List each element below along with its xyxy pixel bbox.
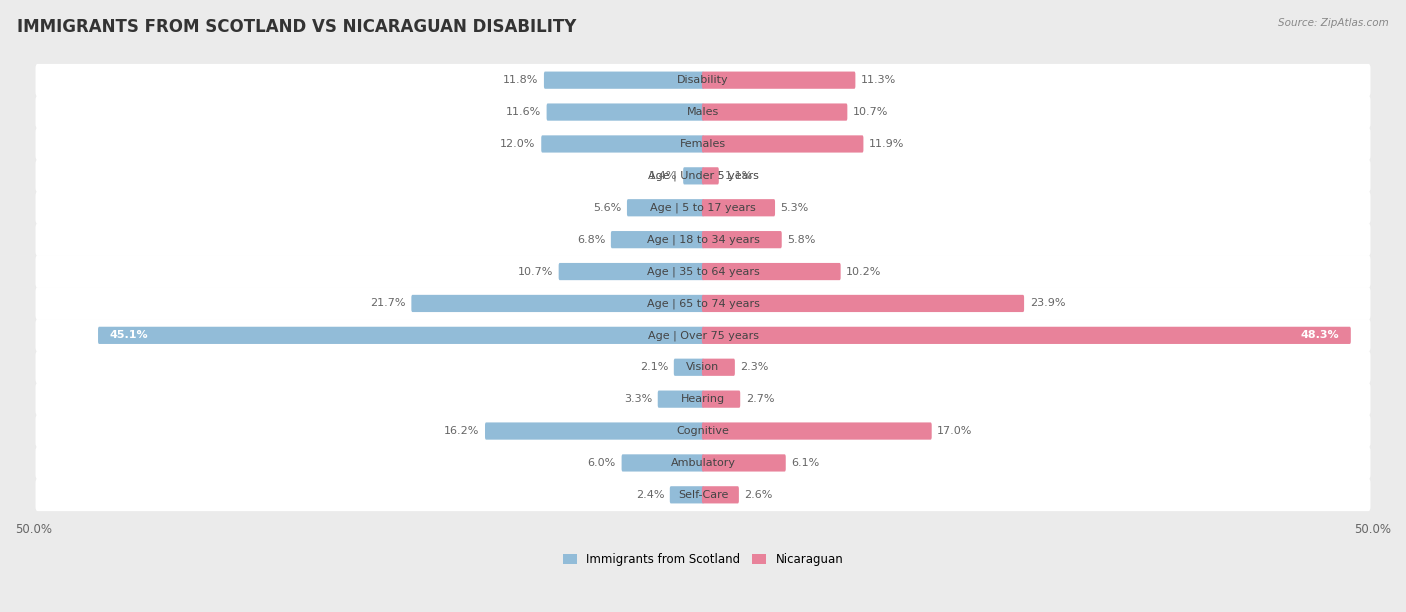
FancyBboxPatch shape	[547, 103, 704, 121]
Text: 16.2%: 16.2%	[444, 426, 479, 436]
Text: 2.3%: 2.3%	[741, 362, 769, 372]
FancyBboxPatch shape	[683, 167, 704, 184]
FancyBboxPatch shape	[35, 223, 1371, 256]
FancyBboxPatch shape	[702, 72, 855, 89]
Text: 12.0%: 12.0%	[501, 139, 536, 149]
FancyBboxPatch shape	[702, 295, 1024, 312]
Text: 2.4%: 2.4%	[636, 490, 664, 500]
Text: Self-Care: Self-Care	[678, 490, 728, 500]
FancyBboxPatch shape	[35, 64, 1371, 97]
FancyBboxPatch shape	[558, 263, 704, 280]
Text: Females: Females	[681, 139, 725, 149]
FancyBboxPatch shape	[702, 359, 735, 376]
Text: 10.7%: 10.7%	[853, 107, 889, 117]
FancyBboxPatch shape	[621, 454, 704, 472]
Text: Age | Over 75 years: Age | Over 75 years	[648, 330, 758, 341]
Text: 21.7%: 21.7%	[370, 299, 406, 308]
FancyBboxPatch shape	[702, 486, 740, 504]
FancyBboxPatch shape	[673, 359, 704, 376]
Text: 5.3%: 5.3%	[780, 203, 808, 213]
Text: 45.1%: 45.1%	[110, 330, 149, 340]
FancyBboxPatch shape	[610, 231, 704, 248]
FancyBboxPatch shape	[702, 390, 740, 408]
Text: 11.8%: 11.8%	[503, 75, 538, 85]
FancyBboxPatch shape	[627, 199, 704, 217]
FancyBboxPatch shape	[702, 263, 841, 280]
FancyBboxPatch shape	[412, 295, 704, 312]
Text: Males: Males	[688, 107, 718, 117]
Text: 2.7%: 2.7%	[745, 394, 775, 404]
Text: Age | 35 to 64 years: Age | 35 to 64 years	[647, 266, 759, 277]
FancyBboxPatch shape	[35, 447, 1371, 479]
FancyBboxPatch shape	[35, 319, 1371, 352]
FancyBboxPatch shape	[485, 422, 704, 439]
Text: Cognitive: Cognitive	[676, 426, 730, 436]
Text: 11.6%: 11.6%	[506, 107, 541, 117]
FancyBboxPatch shape	[541, 135, 704, 152]
FancyBboxPatch shape	[702, 199, 775, 217]
Text: Ambulatory: Ambulatory	[671, 458, 735, 468]
Text: Age | 65 to 74 years: Age | 65 to 74 years	[647, 298, 759, 308]
FancyBboxPatch shape	[35, 128, 1371, 160]
Text: 1.4%: 1.4%	[650, 171, 678, 181]
FancyBboxPatch shape	[35, 479, 1371, 511]
Text: 48.3%: 48.3%	[1301, 330, 1339, 340]
FancyBboxPatch shape	[35, 96, 1371, 129]
FancyBboxPatch shape	[35, 415, 1371, 447]
FancyBboxPatch shape	[35, 160, 1371, 192]
FancyBboxPatch shape	[702, 103, 848, 121]
Text: 6.8%: 6.8%	[576, 234, 605, 245]
FancyBboxPatch shape	[35, 351, 1371, 384]
Text: 1.1%: 1.1%	[724, 171, 752, 181]
Text: 23.9%: 23.9%	[1029, 299, 1066, 308]
Text: 6.0%: 6.0%	[588, 458, 616, 468]
Text: Disability: Disability	[678, 75, 728, 85]
FancyBboxPatch shape	[702, 135, 863, 152]
Text: 3.3%: 3.3%	[624, 394, 652, 404]
FancyBboxPatch shape	[702, 231, 782, 248]
Legend: Immigrants from Scotland, Nicaraguan: Immigrants from Scotland, Nicaraguan	[558, 548, 848, 571]
Text: Age | 5 to 17 years: Age | 5 to 17 years	[650, 203, 756, 213]
Text: 11.9%: 11.9%	[869, 139, 904, 149]
Text: Vision: Vision	[686, 362, 720, 372]
Text: IMMIGRANTS FROM SCOTLAND VS NICARAGUAN DISABILITY: IMMIGRANTS FROM SCOTLAND VS NICARAGUAN D…	[17, 18, 576, 36]
Text: 6.1%: 6.1%	[792, 458, 820, 468]
Text: Source: ZipAtlas.com: Source: ZipAtlas.com	[1278, 18, 1389, 28]
Text: Hearing: Hearing	[681, 394, 725, 404]
Text: Age | Under 5 years: Age | Under 5 years	[648, 171, 758, 181]
Text: 11.3%: 11.3%	[860, 75, 896, 85]
FancyBboxPatch shape	[35, 255, 1371, 288]
FancyBboxPatch shape	[35, 192, 1371, 224]
FancyBboxPatch shape	[702, 327, 1351, 344]
FancyBboxPatch shape	[98, 327, 704, 344]
FancyBboxPatch shape	[544, 72, 704, 89]
Text: 10.2%: 10.2%	[846, 267, 882, 277]
FancyBboxPatch shape	[669, 486, 704, 504]
FancyBboxPatch shape	[702, 454, 786, 472]
Text: Age | 18 to 34 years: Age | 18 to 34 years	[647, 234, 759, 245]
Text: 5.8%: 5.8%	[787, 234, 815, 245]
FancyBboxPatch shape	[702, 167, 718, 184]
Text: 10.7%: 10.7%	[517, 267, 553, 277]
FancyBboxPatch shape	[35, 287, 1371, 319]
Text: 17.0%: 17.0%	[938, 426, 973, 436]
Text: 2.1%: 2.1%	[640, 362, 668, 372]
FancyBboxPatch shape	[35, 383, 1371, 416]
Text: 5.6%: 5.6%	[593, 203, 621, 213]
FancyBboxPatch shape	[702, 422, 932, 439]
FancyBboxPatch shape	[658, 390, 704, 408]
Text: 2.6%: 2.6%	[745, 490, 773, 500]
